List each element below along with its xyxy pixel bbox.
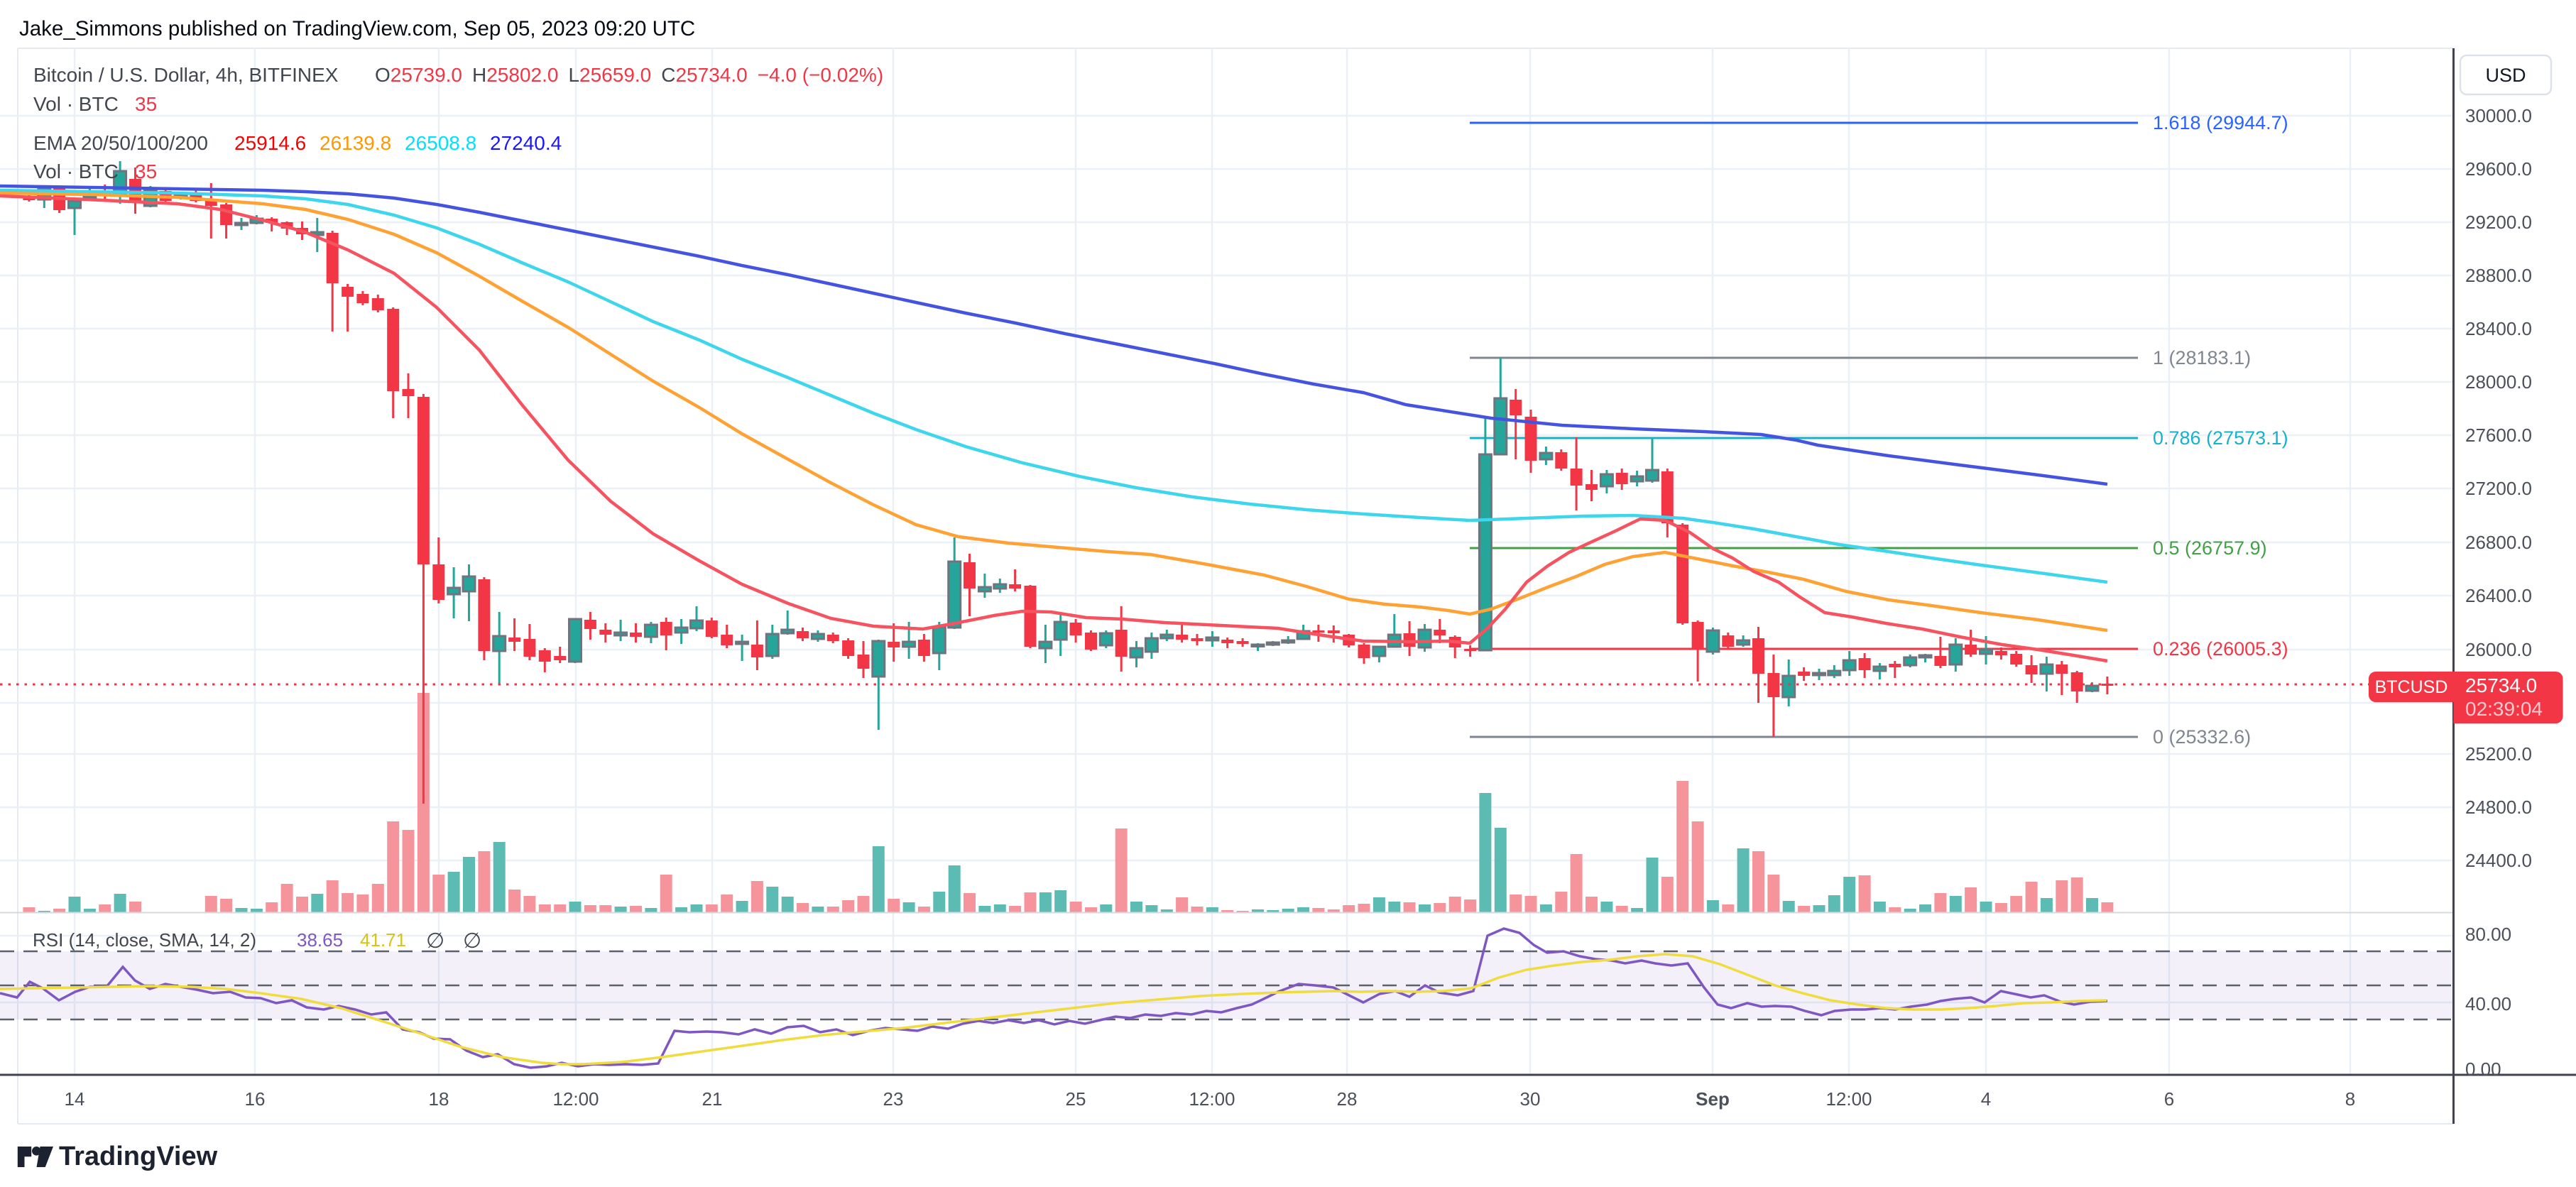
svg-text:TradingView: TradingView (59, 1142, 218, 1171)
svg-text:18: 18 (429, 1088, 449, 1110)
svg-text:0.5 (26757.9): 0.5 (26757.9) (2153, 537, 2267, 559)
svg-text:30: 30 (1520, 1088, 1541, 1110)
svg-text:1.618 (29944.7): 1.618 (29944.7) (2153, 112, 2288, 133)
svg-text:12:00: 12:00 (552, 1088, 599, 1110)
svg-text:26139.8: 26139.8 (320, 132, 391, 154)
svg-text:29200.0: 29200.0 (2465, 212, 2532, 233)
svg-text:Jake_Simmons published on Trad: Jake_Simmons published on TradingView.co… (19, 17, 695, 40)
svg-text:28000.0: 28000.0 (2465, 371, 2532, 393)
svg-text:27240.4: 27240.4 (490, 132, 562, 154)
svg-text:12:00: 12:00 (1825, 1088, 1872, 1110)
svg-text:USD: USD (2485, 65, 2526, 86)
svg-text:0.236 (26005.3): 0.236 (26005.3) (2153, 638, 2288, 660)
svg-text:∅: ∅ (426, 929, 444, 953)
svg-text:02:39:04: 02:39:04 (2465, 698, 2543, 720)
svg-text:30000.0: 30000.0 (2465, 105, 2532, 126)
svg-text:35: 35 (135, 93, 157, 115)
svg-text:23: 23 (883, 1088, 904, 1110)
svg-text:24800.0: 24800.0 (2465, 797, 2532, 818)
svg-text:4: 4 (1981, 1088, 1991, 1110)
svg-text:28800.0: 28800.0 (2465, 265, 2532, 286)
svg-text:RSI (14, close, SMA, 14, 2): RSI (14, close, SMA, 14, 2) (33, 929, 256, 951)
svg-text:21: 21 (702, 1088, 723, 1110)
svg-text:1 (28183.1): 1 (28183.1) (2153, 347, 2251, 368)
svg-text:27200.0: 27200.0 (2465, 478, 2532, 499)
svg-text:25734.0: 25734.0 (2465, 674, 2537, 696)
svg-text:14: 14 (65, 1088, 85, 1110)
svg-text:27600.0: 27600.0 (2465, 425, 2532, 446)
svg-text:16: 16 (245, 1088, 266, 1110)
svg-text:8: 8 (2345, 1088, 2355, 1110)
svg-text:41.71: 41.71 (360, 929, 406, 951)
svg-text:6: 6 (2164, 1088, 2174, 1110)
svg-text:38.65: 38.65 (297, 929, 343, 951)
svg-text:35: 35 (135, 160, 157, 182)
svg-text:EMA 20/50/100/200: EMA 20/50/100/200 (33, 132, 208, 154)
svg-text:28400.0: 28400.0 (2465, 318, 2532, 339)
svg-text:26800.0: 26800.0 (2465, 532, 2532, 553)
svg-text:40.00: 40.00 (2465, 993, 2511, 1014)
svg-text:Vol · BTC: Vol · BTC (33, 160, 119, 182)
svg-text:25914.6: 25914.6 (234, 132, 306, 154)
svg-text:Vol · BTC: Vol · BTC (33, 93, 119, 115)
svg-text:BTCUSD: BTCUSD (2375, 677, 2448, 697)
svg-text:∅: ∅ (463, 929, 481, 953)
svg-text:0.786 (27573.1): 0.786 (27573.1) (2153, 427, 2288, 449)
svg-text:Bitcoin / U.S. Dollar, 4h, BIT: Bitcoin / U.S. Dollar, 4h, BITFINEX (33, 64, 339, 86)
svg-text:0.00: 0.00 (2465, 1059, 2501, 1080)
svg-text:0 (25332.6): 0 (25332.6) (2153, 726, 2251, 748)
svg-text:24400.0: 24400.0 (2465, 850, 2532, 871)
svg-text:28: 28 (1337, 1088, 1358, 1110)
svg-text:26508.8: 26508.8 (405, 132, 476, 154)
svg-text:12:00: 12:00 (1189, 1088, 1235, 1110)
svg-text:29600.0: 29600.0 (2465, 158, 2532, 180)
svg-text:Sep: Sep (1696, 1088, 1730, 1110)
svg-text:25200.0: 25200.0 (2465, 743, 2532, 765)
svg-text:80.00: 80.00 (2465, 924, 2511, 945)
svg-text:25: 25 (1066, 1088, 1086, 1110)
svg-text:26000.0: 26000.0 (2465, 639, 2532, 660)
svg-text:26400.0: 26400.0 (2465, 585, 2532, 606)
